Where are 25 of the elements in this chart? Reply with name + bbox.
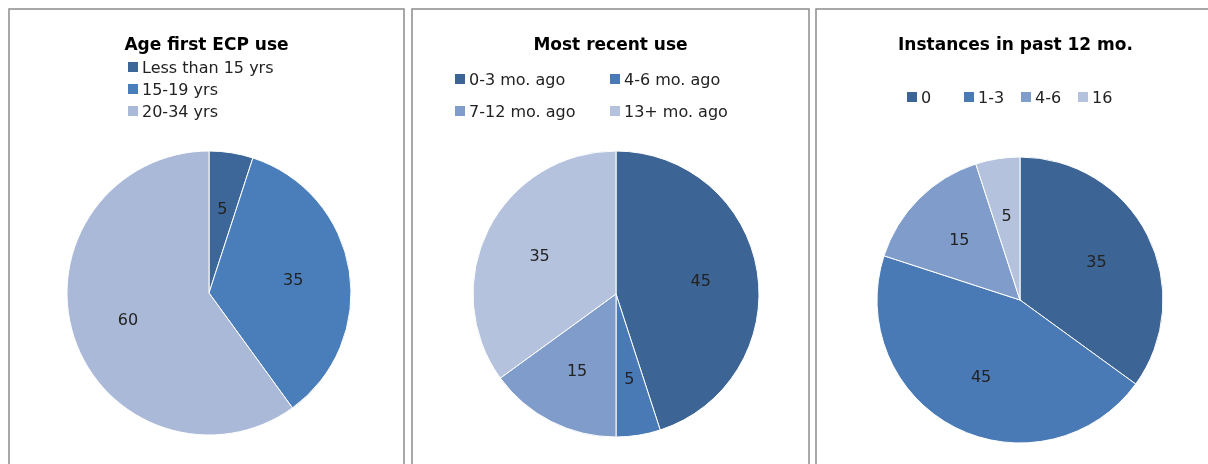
data-label: 5 xyxy=(624,369,635,389)
legend-label: 13+ mo. ago xyxy=(624,102,728,121)
data-label: 35 xyxy=(1086,251,1107,271)
data-label: 35 xyxy=(282,270,304,290)
data-label: 5 xyxy=(1001,205,1012,225)
data-label: 45 xyxy=(690,271,711,291)
legend-label: 15-19 yrs xyxy=(142,80,218,99)
legend-label: 20-34 yrs xyxy=(142,102,218,121)
data-label: 35 xyxy=(529,245,550,265)
legend-label: 1-3 xyxy=(978,88,1005,107)
chart-title: Most recent use xyxy=(533,34,688,54)
legend-label: 4-6 mo. ago xyxy=(624,70,721,89)
chart-title: Instances in past 12 mo. xyxy=(898,34,1133,54)
data-label: 60 xyxy=(117,309,139,329)
data-label: 5 xyxy=(217,199,228,219)
data-label: 45 xyxy=(970,367,992,387)
legend-label: 16 xyxy=(1092,88,1113,107)
legend-label: 0 xyxy=(921,88,932,107)
legend-label: Less than 15 yrs xyxy=(142,58,274,77)
data-label: 15 xyxy=(949,229,970,249)
legend-label: 7-12 mo. ago xyxy=(469,102,576,121)
chart-title: Age first ECP use xyxy=(124,34,289,54)
data-label: 15 xyxy=(566,361,588,381)
legend-label: 0-3 mo. ago xyxy=(469,70,566,89)
legend-label: 4-6 xyxy=(1035,88,1062,107)
